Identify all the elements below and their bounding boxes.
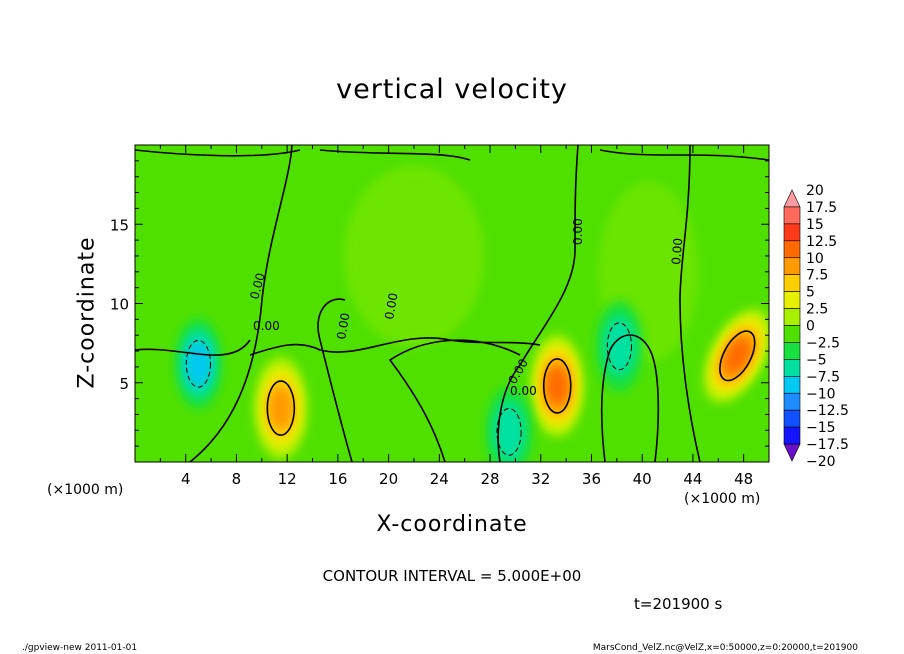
contour-line — [719, 330, 756, 382]
heatmap-cell-downdraft — [603, 316, 636, 377]
x-unit-label-right: (×1000 m) — [684, 491, 761, 507]
y-tick-label: 5 — [119, 375, 129, 393]
x-tick-label: 40 — [633, 470, 652, 488]
colorbar-label: 12.5 — [806, 234, 837, 250]
x-tick-label: 44 — [683, 470, 702, 488]
zero-contour — [135, 339, 251, 356]
x-tick-label: 16 — [328, 470, 347, 488]
colorbar-label: −7.5 — [806, 369, 840, 385]
colorbar-label: 17.5 — [806, 200, 837, 216]
heatmap-weak-band — [343, 165, 484, 346]
colorbar-segment — [783, 308, 801, 326]
x-tick-label: 48 — [734, 470, 753, 488]
contour-label: 0.00 — [334, 312, 352, 341]
y-tick-label: 15 — [110, 216, 129, 234]
colorbar: 2017.51512.5107.552.50−2.5−5−7.5−10−12.5… — [783, 183, 849, 470]
x-unit-label-left: (×1000 m) — [47, 482, 124, 498]
plot-area: 0.000.000.000.000.000.000.000.00 — [134, 144, 770, 463]
colorbar-segment — [783, 426, 801, 445]
zero-contour — [679, 145, 701, 462]
colorbar-segment — [783, 274, 801, 292]
x-tick-label: 12 — [278, 470, 297, 488]
colorbar-label: 20 — [806, 183, 824, 199]
colorbar-segment — [783, 291, 801, 309]
x-tick-label: 4 — [181, 470, 191, 488]
colorbar-segment — [783, 342, 801, 360]
heatmap-cell-updraft — [724, 338, 750, 373]
x-axis-title: X-coordinate — [376, 512, 528, 537]
colorbar-label: −10 — [806, 386, 836, 402]
colorbar-label: −17.5 — [806, 437, 849, 453]
x-tick-label: 24 — [430, 470, 449, 488]
colorbar-segment — [783, 240, 801, 259]
contour-line — [266, 380, 296, 436]
x-tick-label: 28 — [480, 470, 499, 488]
contour-line — [496, 407, 522, 456]
contour-label: 0.00 — [253, 319, 280, 333]
x-tick-label: 32 — [531, 470, 550, 488]
time-label: t=201900 s — [634, 595, 723, 613]
colorbar-segment — [783, 223, 801, 242]
colorbar-label: −15 — [806, 420, 836, 436]
contour-line — [606, 322, 632, 371]
zero-contour — [497, 145, 579, 462]
colorbar-label: 7.5 — [806, 268, 828, 284]
colorbar-label: 10 — [806, 251, 824, 267]
contour-label: 0.00 — [510, 384, 537, 398]
x-tick-label: 8 — [232, 470, 242, 488]
zero-contour — [135, 149, 769, 161]
heatmap-cell-updraft — [546, 367, 568, 405]
footer-dataset: MarsCond_VelZ.nc@VelZ,x=0:50000,z=0:2000… — [592, 643, 858, 653]
zero-contour — [600, 334, 660, 462]
zero-contour — [189, 145, 293, 462]
colorbar-label: −20 — [806, 454, 836, 470]
colorbar-label: 5 — [806, 285, 815, 301]
heatmap-cell-downdraft — [493, 402, 526, 462]
colorbar-label: 15 — [806, 217, 824, 233]
colorbar-segment — [783, 359, 801, 377]
colorbar-segment — [783, 189, 801, 208]
colorbar-segment — [783, 257, 801, 275]
zero-contour — [317, 298, 353, 462]
colorbar-label: 2.5 — [806, 302, 828, 318]
x-tick-label: 20 — [379, 470, 398, 488]
contour-label: 0.00 — [571, 218, 585, 245]
heatmap-cell-updraft — [268, 386, 293, 430]
contour-label: 0.00 — [247, 271, 267, 300]
colorbar-segment — [783, 392, 801, 411]
colorbar-label: 0 — [806, 319, 815, 335]
colorbar-segment — [783, 409, 801, 428]
colorbar-segment — [783, 376, 801, 394]
contour-label: 0.00 — [382, 292, 400, 321]
footer-command: ./gpview-new 2011-01-01 — [22, 643, 138, 653]
contour-label: 0.00 — [669, 237, 685, 265]
heatmap-cell-downdraft — [185, 340, 212, 387]
contour-line — [542, 358, 572, 414]
colorbar-label: −2.5 — [806, 335, 840, 351]
colorbar-label: −12.5 — [806, 403, 849, 419]
chart-title: vertical velocity — [336, 74, 568, 105]
colorbar-segment — [783, 325, 801, 343]
y-axis-title: Z-coordinate — [74, 236, 100, 389]
x-tick-label: 36 — [582, 470, 601, 488]
heatmap-field: 0.000.000.000.000.000.000.000.00 — [135, 145, 769, 462]
colorbar-label: −5 — [806, 352, 827, 368]
colorbar-segment — [783, 206, 801, 225]
contour-line — [185, 339, 211, 388]
y-tick-label: 10 — [110, 296, 129, 314]
colorbar-segment — [783, 443, 801, 462]
contour-interval-label: CONTOUR INTERVAL = 5.000E+00 — [322, 567, 582, 585]
zero-contour — [249, 337, 541, 356]
